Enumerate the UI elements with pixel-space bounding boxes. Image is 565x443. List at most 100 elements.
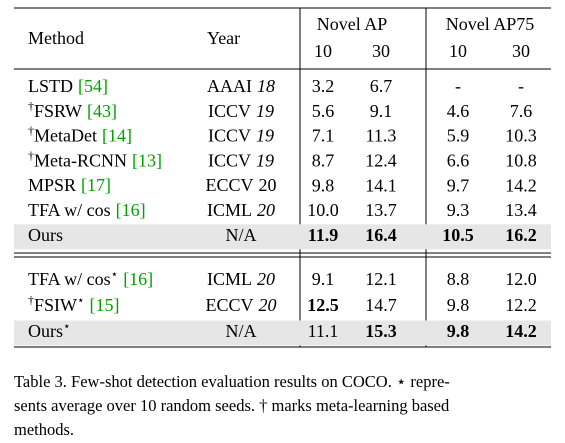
- caption-line: Table 3. Few-shot detection evaluation r…: [14, 372, 450, 391]
- year-cell: ICML 20: [207, 269, 275, 289]
- method-name: LSTD: [28, 76, 73, 96]
- value-cell: 14.2: [505, 175, 537, 195]
- value-cell: 3.2: [312, 76, 335, 96]
- method-cell: †MetaDet [14]: [28, 123, 132, 145]
- value-cell: 9.8: [312, 175, 335, 195]
- value-cell: 14.1: [365, 175, 397, 195]
- method-cell: Ours⋆: [28, 319, 71, 341]
- citation: [16]: [123, 269, 153, 289]
- value-cell: 6.7: [370, 76, 393, 96]
- method-cell: †FSRW [43]: [28, 99, 117, 121]
- method-cell: †Meta-RCNN [13]: [28, 148, 162, 170]
- value-cell: 5.9: [447, 126, 470, 146]
- year: 19: [256, 101, 274, 121]
- value-cell: 9.1: [312, 269, 335, 289]
- year: 18: [257, 76, 275, 96]
- value-cell: 10.3: [505, 126, 537, 146]
- method-name: Ours: [28, 321, 63, 341]
- value-cell: 9.8: [447, 321, 470, 341]
- citation: [54]: [78, 76, 108, 96]
- year-cell: ECCV 20: [205, 295, 276, 315]
- venue: ICCV: [208, 101, 251, 121]
- value-cell: 14.2: [505, 321, 537, 341]
- method-name: FSRW: [34, 101, 82, 121]
- method-name: Ours: [28, 225, 63, 245]
- dagger: †: [28, 148, 34, 162]
- value-cell: 13.4: [505, 200, 537, 220]
- value-cell: 5.6: [312, 101, 335, 121]
- header-col: 30: [372, 41, 390, 61]
- value-cell: 7.1: [312, 126, 335, 146]
- venue: AAAI: [207, 76, 252, 96]
- year: 20: [259, 295, 277, 315]
- value-cell: 4.6: [447, 101, 470, 121]
- citation: [14]: [102, 126, 132, 146]
- value-cell: 12.1: [365, 269, 397, 289]
- value-cell: 8.8: [447, 269, 470, 289]
- header-col: 10: [449, 41, 467, 61]
- venue: N/A: [226, 321, 257, 341]
- year-cell: N/A: [226, 321, 257, 341]
- method-name: FSIW: [34, 295, 77, 315]
- year-cell: ICML 20: [207, 200, 275, 220]
- citation: [15]: [90, 295, 120, 315]
- method-cell: TFA w/ cos⋆ [16]: [28, 267, 153, 289]
- header-group: Novel AP: [317, 14, 388, 34]
- citation: [17]: [81, 175, 111, 195]
- value-cell: 12.4: [365, 151, 397, 171]
- value-cell: 11.9: [308, 225, 339, 245]
- year: 20: [257, 269, 275, 289]
- year-cell: ICCV 19: [208, 151, 274, 171]
- value-cell: 9.8: [447, 295, 470, 315]
- star: ⋆: [63, 319, 71, 333]
- value-cell: 10.8: [505, 151, 537, 171]
- venue: ICML: [207, 269, 252, 289]
- year: 19: [256, 151, 274, 171]
- method-cell: †FSIW⋆ [15]: [28, 293, 120, 315]
- value-cell: 14.7: [365, 295, 397, 315]
- citation: [13]: [132, 151, 162, 171]
- venue: ICCV: [208, 126, 251, 146]
- value-cell: 9.7: [447, 175, 470, 195]
- value-cell: 16.2: [505, 225, 537, 245]
- header-year: Year: [207, 28, 240, 48]
- year-cell: ICCV 19: [208, 101, 274, 121]
- year-cell: ECCV 20: [205, 175, 276, 195]
- value-cell: 9.1: [370, 101, 393, 121]
- dagger: †: [28, 99, 34, 113]
- method-cell: TFA w/ cos [16]: [28, 200, 146, 220]
- value-cell: 15.3: [365, 321, 397, 341]
- dagger: †: [28, 123, 34, 137]
- value-cell: 11.1: [308, 321, 339, 341]
- star: ⋆: [111, 267, 119, 281]
- venue: ICML: [207, 200, 252, 220]
- star: ⋆: [77, 293, 85, 307]
- year: 20: [257, 200, 275, 220]
- method-name: TFA w/ cos: [28, 269, 111, 289]
- header-method: Method: [28, 28, 84, 48]
- venue: ECCV: [205, 295, 253, 315]
- value-cell: -: [455, 76, 461, 96]
- value-cell: 8.7: [312, 151, 335, 171]
- method-name: MPSR: [28, 175, 76, 195]
- header-group: Novel AP75: [446, 14, 535, 34]
- year: 20: [259, 175, 277, 195]
- venue: N/A: [226, 225, 257, 245]
- value-cell: -: [518, 76, 524, 96]
- venue: ICCV: [208, 151, 251, 171]
- year-cell: N/A: [226, 225, 257, 245]
- row-highlight: [14, 320, 551, 346]
- header-col: 10: [314, 41, 332, 61]
- header-col: 30: [512, 41, 530, 61]
- value-cell: 10.5: [442, 225, 474, 245]
- value-cell: 12.2: [505, 295, 537, 315]
- method-name: Meta-RCNN: [34, 151, 127, 171]
- caption-line: sents average over 10 random seeds. † ma…: [14, 396, 450, 415]
- value-cell: 12.5: [307, 295, 339, 315]
- year-cell: AAAI 18: [207, 76, 275, 96]
- value-cell: 16.4: [365, 225, 397, 245]
- venue: ECCV: [205, 175, 253, 195]
- year-cell: ICCV 19: [208, 126, 274, 146]
- row-highlight: [14, 224, 551, 250]
- method-cell: LSTD [54]: [28, 76, 108, 96]
